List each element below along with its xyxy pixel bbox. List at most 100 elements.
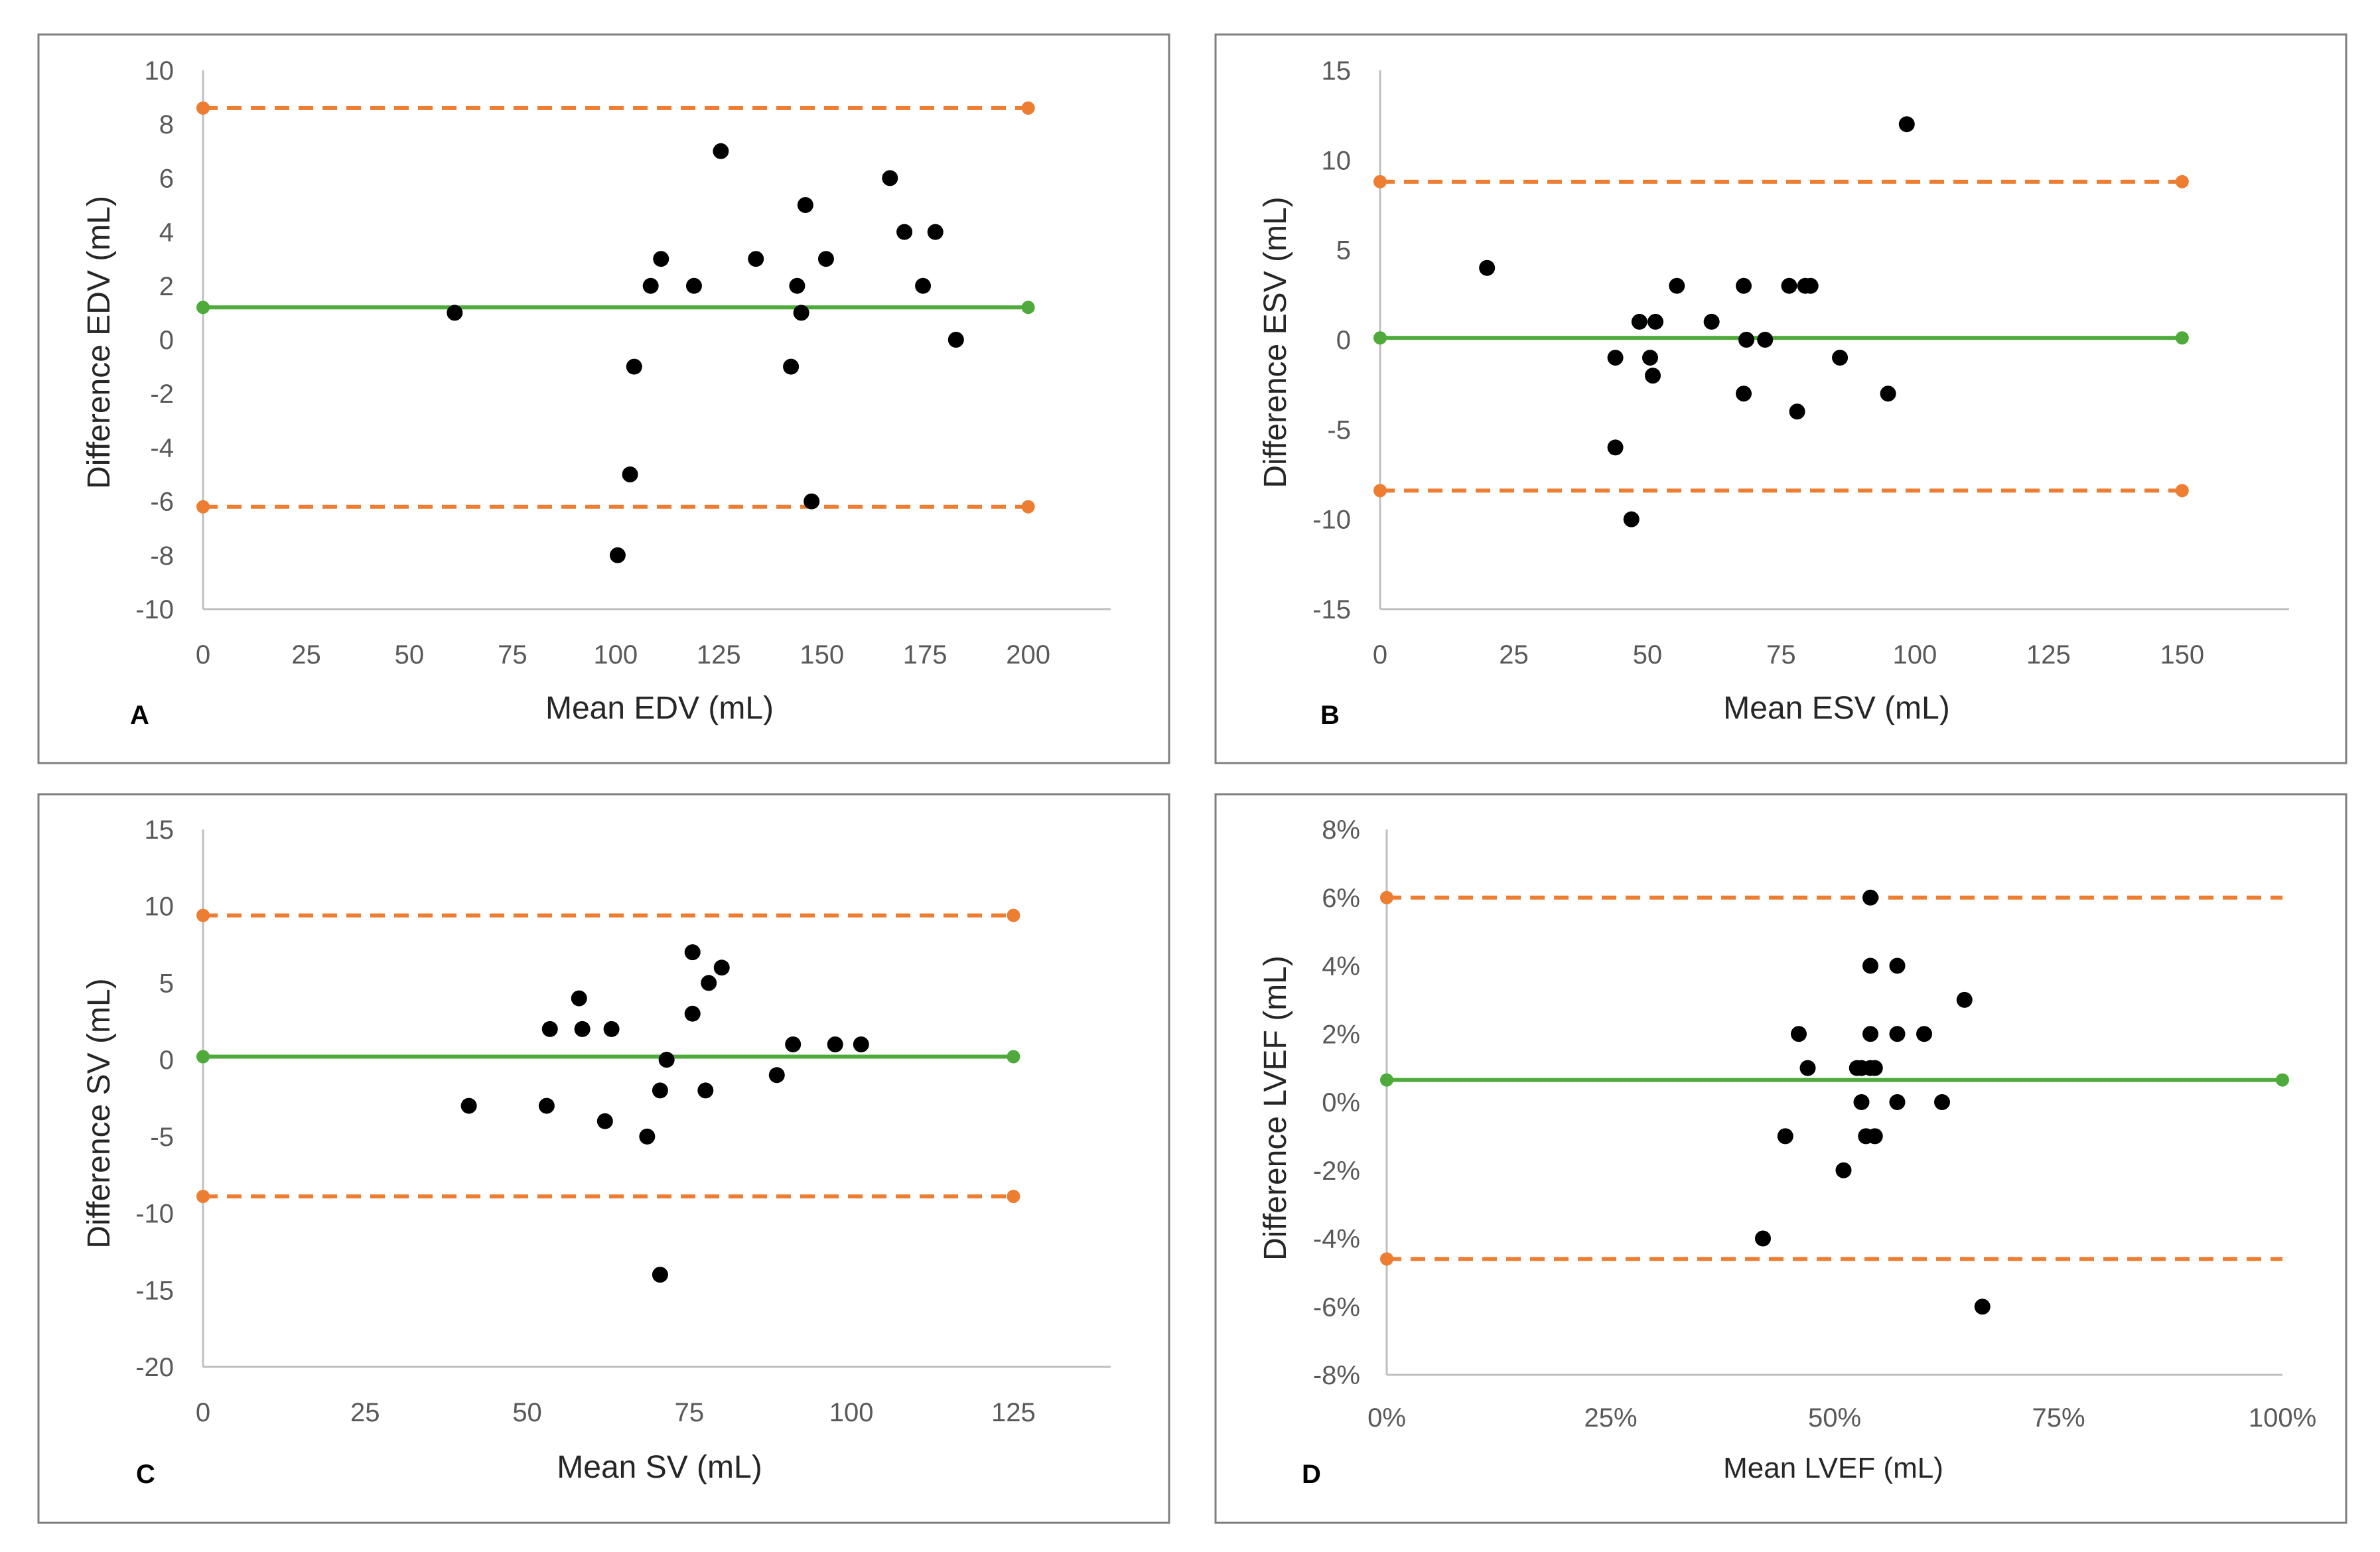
panel-c-y-axis-label: Difference SV (mL) — [82, 978, 117, 1248]
panel-b-y-axis-label: Difference ESV (mL) — [1258, 196, 1293, 488]
panel-a-y-tick-label: 6 — [159, 164, 174, 193]
panel-c-data-point — [596, 1113, 613, 1129]
panel-b-data-point — [1631, 313, 1647, 330]
panel-a-y-tick-label: 2 — [159, 272, 174, 301]
panel-a-data-point — [947, 332, 964, 348]
panel-c-data-point — [574, 1021, 591, 1037]
panel-c-y-tick-label: -5 — [150, 1123, 174, 1152]
panel-a-y-tick-label: 0 — [159, 326, 174, 355]
panel-d-x-tick-label: 50% — [1808, 1403, 1861, 1433]
panel-a-data-point — [642, 277, 659, 294]
panel-b-y-tick-label: 0 — [1336, 326, 1351, 355]
panel-a-data-point — [793, 305, 809, 321]
panel-b-data-point — [1738, 332, 1755, 348]
panel-c-frame — [37, 793, 1170, 1524]
panel-d-x-tick-label: 75% — [2032, 1403, 2085, 1433]
panel-c-y-tick-label: 5 — [159, 969, 174, 998]
panel-d-data-point — [1916, 1026, 1932, 1042]
panel-c-x-tick-label: 75 — [675, 1398, 705, 1427]
panel-c-data-point — [603, 1021, 620, 1037]
panel-a-data-point — [626, 358, 642, 375]
panel-a-y-tick-label: 10 — [145, 56, 175, 86]
panel-b-y-tick-label: -5 — [1327, 415, 1351, 445]
panel-b-tick-labels: 0 25 50 75 100 125 150 -15 -10 -5 0 5 10 15 — [1312, 56, 2204, 670]
panel-b-upper-loa-marker — [2175, 175, 2189, 188]
panel-c-data-point — [652, 1267, 668, 1283]
panel-d-bias-marker — [2276, 1073, 2289, 1087]
panel-d-data-point — [1853, 1094, 1870, 1110]
panel-b-data-point — [1607, 350, 1624, 366]
panel-b-x-axis-label: Mean ESV (mL) — [1723, 691, 1949, 726]
panel-b-upper-loa-marker — [1373, 175, 1387, 188]
panel-a-data-point — [653, 251, 669, 267]
panel-d-data-point — [1862, 889, 1878, 906]
panel-c-data-point — [652, 1082, 668, 1099]
panel-a-x-tick-label: 75 — [498, 640, 527, 670]
panel-d-data-point — [1866, 1128, 1883, 1145]
panel-b-bias-marker — [2175, 331, 2189, 345]
panel-c-data-point — [697, 1082, 714, 1099]
panel-b-data-point — [1832, 350, 1849, 366]
panel-a-data-point — [915, 277, 932, 294]
panel-d-lvef: 0% 25% 50% 75% 100% -8% -6% -4% -2% 0% 2% 4% 6% 8% Me… — [1214, 793, 2347, 1524]
panel-d-data-point — [1835, 1162, 1852, 1178]
panel-b-data-point — [1703, 313, 1720, 330]
panel-a-data-point — [927, 224, 944, 240]
panel-d-frame — [1214, 793, 2347, 1524]
panel-b-data-point — [1880, 386, 1896, 402]
panel-d-x-tick-label: 100% — [2249, 1403, 2316, 1433]
panel-b-x-tick-label: 100 — [1893, 640, 1937, 670]
panel-c-data-point — [713, 959, 730, 976]
panel-b-data-point — [1669, 277, 1685, 294]
panel-b-data-point — [1645, 368, 1661, 384]
panel-d-data-point — [1777, 1128, 1793, 1145]
panel-a-data-point — [882, 170, 898, 186]
panel-c-x-tick-label: 125 — [991, 1398, 1036, 1427]
panel-c-y-tick-label: -15 — [135, 1276, 174, 1305]
panel-a-reference-lines — [196, 101, 1035, 514]
panel-a-x-tick-label: 25 — [291, 640, 321, 670]
panel-b-x-tick-label: 75 — [1766, 640, 1796, 670]
panel-c-data-point — [571, 990, 587, 1007]
panel-d-bias-marker — [1380, 1073, 1393, 1087]
panel-d-upper-loa-marker — [1380, 890, 1393, 904]
panel-a-data-point — [748, 251, 764, 267]
panel-a-lower-loa-marker — [196, 500, 210, 514]
panel-c-x-axis-label: Mean SV (mL) — [557, 1450, 762, 1485]
panel-c-data-point — [827, 1036, 843, 1052]
panel-b-reference-lines — [1373, 175, 2189, 498]
panel-d-data-point — [1889, 1094, 1906, 1110]
panel-b-lower-loa-marker — [2175, 484, 2189, 498]
panel-d-x-tick-label: 0% — [1367, 1403, 1406, 1433]
panel-c-lower-loa-marker — [1007, 1190, 1020, 1204]
panel-b-y-tick-label: -15 — [1312, 595, 1351, 624]
panel-a-tick-labels: 0 25 50 75 100 125 150 175 200 -10 -8 -6 -4 -2 0 2 4 6 8 10 — [135, 56, 1050, 670]
panel-d-y-tick-label: 0% — [1322, 1088, 1360, 1117]
panel-b-data-point — [1607, 439, 1624, 456]
panel-c-x-tick-label: 0 — [196, 1398, 210, 1427]
panel-b-data-point — [1781, 277, 1797, 294]
panel-d-tick-labels: 0% 25% 50% 75% 100% -8% -6% -4% -2% 0% 2% 4% 6% 8% — [1313, 815, 2316, 1433]
panel-b-letter: B — [1320, 701, 1340, 730]
panel-d-x-tick-label: 25% — [1584, 1403, 1637, 1433]
panel-d-data-point — [1956, 991, 1973, 1008]
panel-d-data-point — [1889, 957, 1906, 974]
panel-a-x-tick-label: 50 — [395, 640, 425, 670]
panel-a-data-point — [447, 305, 463, 321]
panel-a-x-tick-label: 175 — [903, 640, 947, 670]
panel-c-data-point — [768, 1067, 785, 1084]
panel-d-y-tick-label: 8% — [1322, 815, 1360, 845]
panel-a-data-point — [713, 143, 729, 159]
panel-c-data-point — [785, 1036, 802, 1052]
panel-b-y-tick-label: 5 — [1336, 236, 1351, 265]
panel-a-edv: 0 25 50 75 100 125 150 175 200 -10 -8 -6 -4 -2 0 2 4 6 8 10… — [37, 33, 1170, 764]
panel-c-y-tick-label: -10 — [135, 1200, 174, 1229]
panel-c-y-tick-label: 0 — [159, 1046, 174, 1075]
panel-a-data-point — [783, 358, 800, 375]
panel-a-x-axis-label: Mean EDV (mL) — [545, 691, 774, 726]
panel-d-data-point — [1791, 1026, 1807, 1042]
panel-a-x-tick-label: 100 — [593, 640, 638, 670]
panel-a-y-axis-label: Difference EDV (mL) — [82, 196, 117, 489]
panel-c-upper-loa-marker — [1007, 908, 1020, 922]
